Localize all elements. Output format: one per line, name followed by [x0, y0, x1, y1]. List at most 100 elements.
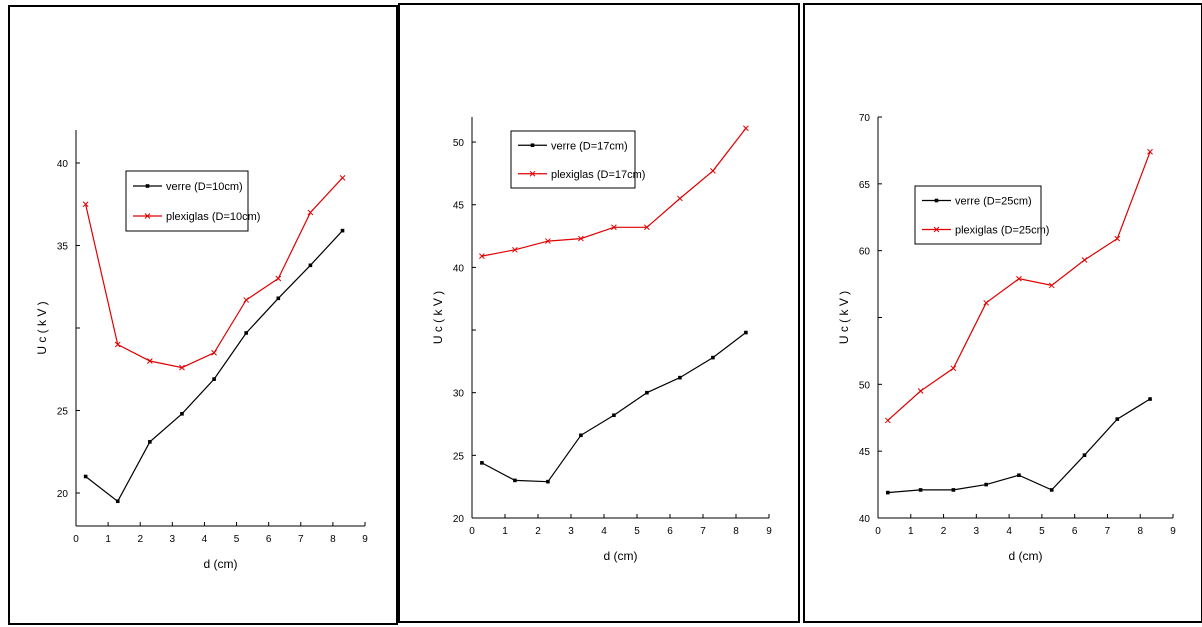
data-point: [744, 330, 748, 335]
data-point: [918, 488, 923, 492]
x-tick-label: 6: [667, 526, 673, 537]
series-line-1: [481, 332, 747, 483]
legend-box: [510, 130, 636, 189]
y-tick-label: 45: [859, 447, 871, 458]
x-tick-label: 4: [1006, 526, 1012, 537]
data-point: [307, 209, 314, 216]
legend-marker: [144, 213, 151, 219]
data-point: [917, 388, 924, 394]
data-point-stroke: [147, 358, 153, 364]
data-point: [276, 296, 281, 301]
y-tick-label: 25: [453, 451, 465, 462]
data-point: [545, 238, 551, 244]
data-point: [546, 479, 550, 484]
y-tick-label: 40: [453, 263, 465, 274]
chart-panel-1: 0 1 2 3 4 5 6 7 8 9 20 25 35 40 d (cm) U c ( k V ) verre…: [8, 5, 398, 625]
data-point: [115, 499, 120, 504]
legend-label: plexiglas (D=10cm): [166, 211, 260, 223]
data-point: [244, 331, 248, 335]
data-point: [1016, 275, 1022, 282]
series-line-1: [85, 230, 343, 503]
chart-panel-3: 0 1 2 3 4 5 6 7 8 9 40 45 50 60 65 70 d (cm) U c ( k V ) v…: [803, 3, 1202, 623]
chart-svg-1: 0 1 2 3 4 5 6 7 8 9 20 25 35 40 d (cm) U c ( k V ) verre…: [35, 130, 368, 571]
data-point-stroke: [307, 209, 314, 216]
legend-label: verre (D=17cm): [551, 140, 628, 152]
x-tick-label: 0: [875, 526, 881, 537]
data-point: [983, 299, 990, 306]
y-tick-label: 30: [453, 389, 465, 400]
x-tick-label: 4: [601, 526, 607, 537]
data-point-stroke: [545, 238, 551, 244]
legend-label: verre (D=25cm): [955, 196, 1032, 208]
x-tick-label: 8: [733, 526, 739, 537]
legend-marker: [530, 143, 535, 148]
data-point: [710, 168, 716, 174]
y-tick-label: 50: [859, 380, 871, 391]
y-tick-label: 45: [453, 201, 465, 212]
x-tick-label: 1: [105, 534, 111, 545]
x-tick-label: 8: [330, 534, 336, 545]
x-tick-label: 5: [634, 526, 640, 537]
x-tick-label: 9: [362, 534, 368, 545]
legend-marker: [529, 170, 536, 177]
x-tick-label: 2: [137, 534, 143, 545]
data-point-stroke: [1048, 282, 1055, 289]
data-point: [711, 355, 715, 360]
data-point-stroke: [884, 417, 891, 424]
legend-label: plexiglas (D=25cm): [955, 225, 1049, 237]
data-point: [677, 195, 683, 202]
data-point-stroke: [243, 297, 250, 303]
data-point: [1148, 397, 1152, 401]
x-tick-label: 0: [73, 534, 79, 545]
series-line-1: [887, 398, 1151, 494]
data-point: [340, 228, 345, 233]
x-tick-label: 2: [941, 526, 947, 537]
y-tick-label: 20: [453, 514, 465, 525]
y-tick-label: 70: [859, 113, 871, 124]
x-tick-label: 5: [1039, 526, 1045, 537]
data-point: [645, 390, 649, 395]
x-tick-label: 6: [266, 534, 272, 545]
data-point: [579, 433, 583, 438]
data-point-stroke: [179, 364, 185, 371]
data-point: [1017, 473, 1021, 478]
x-tick-label: 1: [502, 526, 508, 537]
x-tick-label: 3: [170, 534, 176, 545]
data-point-stroke: [339, 174, 346, 181]
data-point: [180, 412, 184, 416]
x-axis-label: d (cm): [1009, 549, 1043, 563]
data-point: [644, 224, 650, 231]
data-point: [950, 365, 957, 372]
x-tick-label: 4: [202, 534, 208, 545]
data-point: [83, 474, 88, 479]
x-tick-label: 6: [1072, 526, 1078, 537]
data-point-stroke: [1016, 275, 1022, 282]
legend-label: verre (D=10cm): [166, 181, 243, 193]
data-point: [1049, 488, 1054, 492]
x-tick-label: 9: [1170, 526, 1176, 537]
x-tick-label: 2: [535, 526, 541, 537]
data-point-stroke: [710, 168, 716, 174]
data-point-stroke: [1147, 148, 1153, 155]
data-point: [114, 341, 121, 348]
y-tick-label: 25: [57, 407, 69, 418]
data-point: [211, 349, 217, 356]
legend-box: [125, 170, 249, 232]
data-point: [148, 440, 152, 444]
data-point: [886, 490, 890, 495]
data-point: [1114, 235, 1121, 242]
x-axis-label: d (cm): [604, 549, 638, 563]
data-point: [179, 364, 185, 371]
y-tick-label: 40: [57, 159, 69, 170]
legend-marker: [145, 184, 150, 188]
data-point: [678, 375, 682, 380]
data-point-stroke: [1081, 257, 1088, 263]
y-tick-label: 40: [859, 514, 871, 525]
x-tick-label: 1: [908, 526, 914, 537]
legend-label: plexiglas (D=17cm): [551, 169, 645, 181]
x-axis-label: d (cm): [204, 557, 238, 571]
legend-box: [914, 185, 1042, 245]
data-point-stroke: [917, 388, 924, 394]
